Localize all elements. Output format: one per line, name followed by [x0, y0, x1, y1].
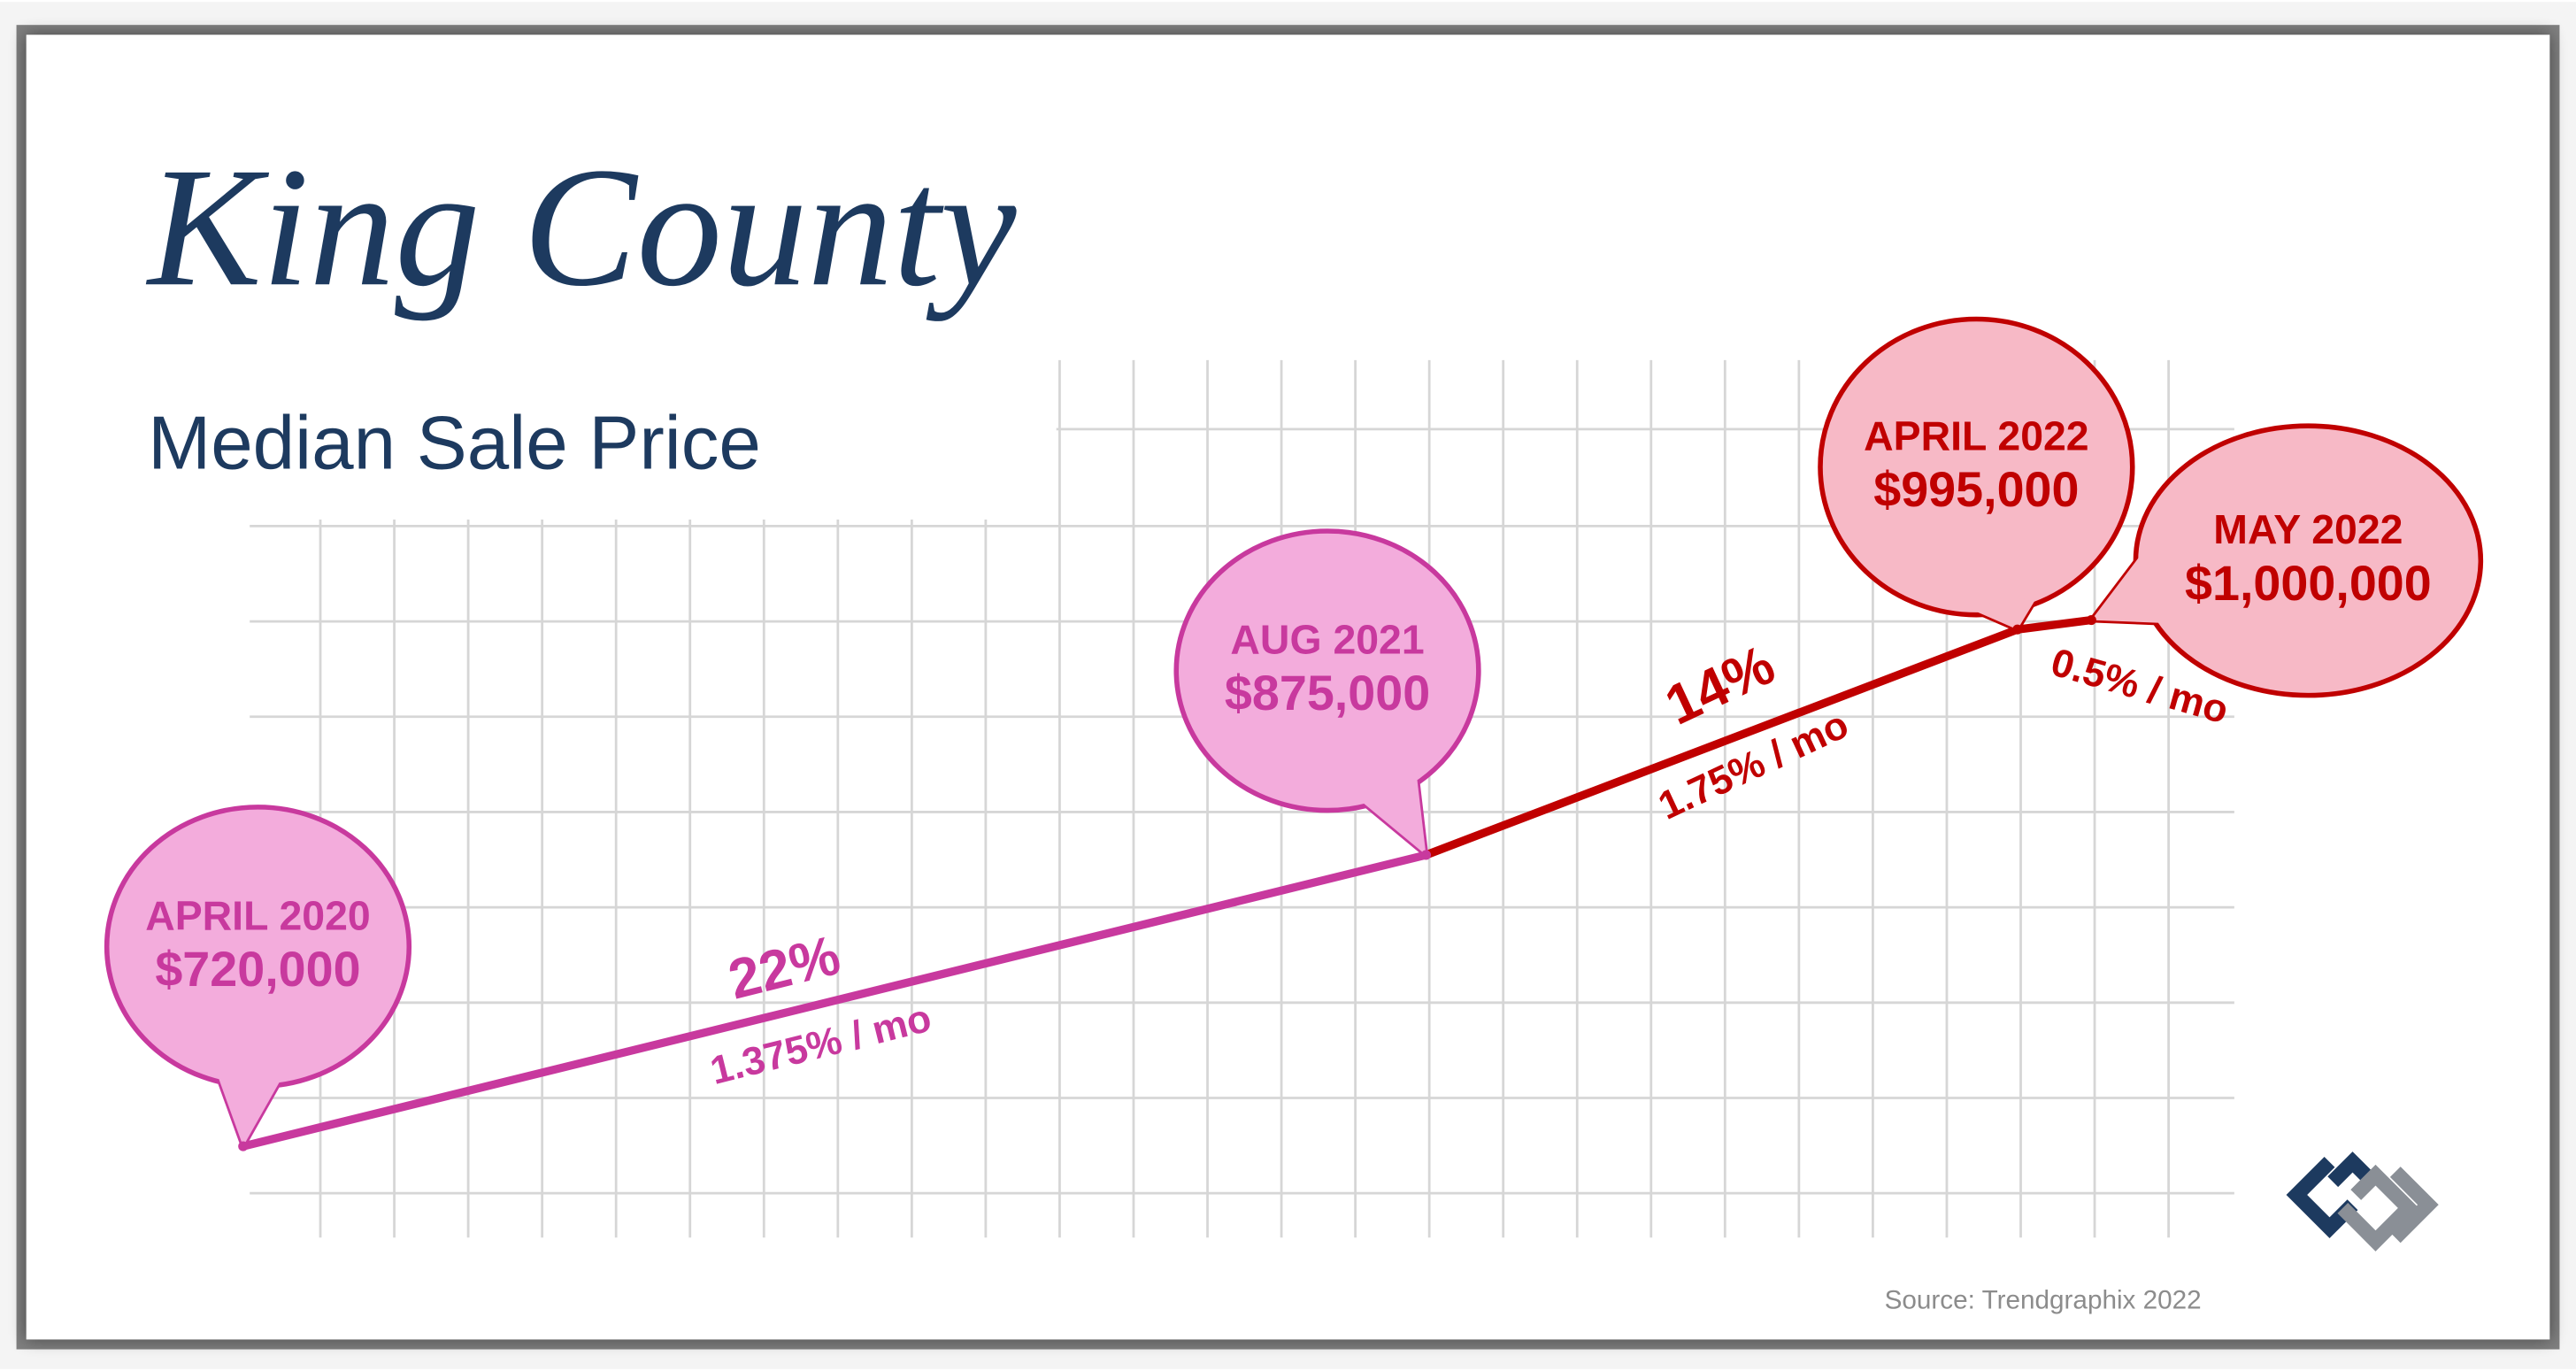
point-date: APRIL 2020 — [145, 892, 371, 938]
callout-bubble — [1818, 316, 2135, 618]
source: Source: Trendgraphix 2022 — [1885, 1286, 2202, 1315]
callout: MAY 2022$1,000,000 — [2086, 423, 2484, 698]
point-date: APRIL 2022 — [1864, 412, 2089, 458]
logo — [2286, 1151, 2439, 1252]
point-value: $720,000 — [155, 942, 360, 997]
point — [1420, 850, 1432, 860]
point — [2012, 624, 2023, 635]
callout-joint — [1360, 771, 1426, 855]
point-value: $875,000 — [1225, 666, 1430, 720]
callout: APRIL 2020$720,000 — [104, 805, 412, 1151]
point-value: $1,000,000 — [2185, 556, 2432, 611]
logo-part — [2389, 1167, 2439, 1244]
point-date: MAY 2022 — [2213, 506, 2403, 552]
grid — [250, 359, 2234, 1238]
line-segment — [242, 851, 1427, 1151]
callout-joint — [2091, 543, 2165, 623]
callout: APRIL 2022$995,000 — [1818, 316, 2135, 635]
point — [238, 1141, 249, 1151]
callout-bubble — [2133, 423, 2484, 698]
callout-bubble — [1173, 528, 1481, 813]
point-value: $995,000 — [1873, 462, 2079, 517]
callout-joint — [217, 1073, 283, 1147]
chart-subtitle: Median Sale Price — [148, 402, 761, 486]
point — [2086, 615, 2096, 626]
logo-part — [2337, 1164, 2419, 1252]
point-date: AUG 2021 — [1230, 616, 1424, 662]
callout: AUG 2021$875,000 — [1173, 528, 1481, 860]
chart-title: King County — [145, 132, 1017, 321]
callout-joint — [1965, 597, 2038, 630]
